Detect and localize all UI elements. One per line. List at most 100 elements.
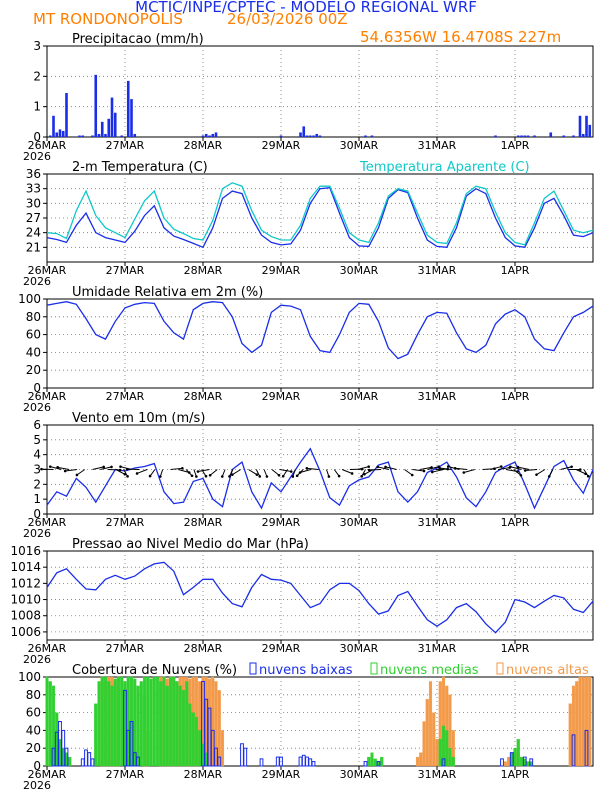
cloud-bar-nuvens-medias — [519, 756, 524, 767]
cloud-bar-nuvens-medias — [159, 681, 163, 767]
cloud-bar-nuvens-altas — [581, 676, 585, 767]
wind-arrow-head — [190, 474, 194, 478]
rh-line-0 — [46, 301, 594, 360]
cloud-bar-nuvens-baixas — [80, 758, 85, 767]
cloud-bar-nuvens-baixas — [529, 758, 534, 767]
wind-year-label: 2026 — [23, 527, 51, 540]
cloud-bar-nuvens-medias — [113, 678, 117, 767]
precip-xtick-label: 30MAR — [340, 139, 379, 152]
clouds-year-label: 2026 — [23, 779, 51, 792]
precip-xtick-label: 26MAR — [28, 139, 67, 152]
precip-bar — [533, 135, 536, 137]
wind-arrow-head — [327, 475, 331, 478]
wind-xtick-label: 29MAR — [262, 516, 301, 529]
wind-arrow-head — [56, 466, 59, 469]
wind-arrow-head — [337, 474, 341, 478]
wind-arrow — [279, 469, 292, 473]
cloud-bar-nuvens-baixas — [500, 758, 504, 767]
wind-arrow-head — [410, 473, 414, 477]
slp-xtick-label: 30MAR — [340, 642, 379, 655]
precip-ytick-label: 2 — [33, 69, 41, 83]
cloud-bar-nuvens-altas — [419, 752, 423, 767]
temp-ytick-label: 24 — [26, 226, 41, 240]
rh-ytick-label: 40 — [26, 345, 41, 359]
wind-ytick-label: 5 — [33, 433, 41, 447]
precip-ytick-label: 0 — [33, 130, 41, 144]
wind-arrow — [510, 466, 522, 470]
cloud-bar-nuvens-medias — [142, 676, 147, 767]
precip-bar — [120, 135, 124, 137]
rh-xtick-label: 30MAR — [340, 390, 379, 403]
clouds-ytick-label: 80 — [26, 688, 41, 702]
wind-arrow — [306, 467, 319, 470]
precip-bar — [208, 135, 211, 137]
cloud-bar-nuvens-baixas — [129, 721, 134, 767]
cloud-bar-nuvens-altas — [578, 676, 582, 767]
slp-year-label: 2026 — [23, 653, 51, 666]
wind-arrow-head — [220, 475, 224, 478]
cloud-bar-nuvens-medias — [45, 676, 49, 767]
wind-arrow-head — [295, 474, 299, 478]
wind-arrow-head — [63, 469, 67, 473]
rh-title: Umidade Relativa em 2m (%) — [72, 285, 263, 300]
rh-xtick-label: 29MAR — [262, 390, 301, 403]
temp-xtick-label: 27MAR — [106, 264, 145, 277]
clouds-ytick-label: 100 — [18, 670, 41, 684]
run-date: 26/03/2026 00Z — [227, 10, 348, 28]
precip-bar — [48, 135, 52, 137]
cloud-bar-nuvens-medias — [139, 681, 143, 767]
precip-bar — [201, 135, 205, 137]
station-name: MT RONDONOPOLIS — [33, 10, 183, 28]
wind-arrow — [185, 469, 193, 477]
cloud-bar-nuvens-altas — [588, 676, 592, 767]
temp-ytick-label: 27 — [26, 211, 41, 225]
wind-arrow-head — [438, 466, 441, 470]
rh-xtick-label: 28MAR — [184, 390, 223, 403]
wind-arrow-head — [195, 475, 198, 478]
wind-xtick-label: 30MAR — [340, 516, 379, 529]
wind-arrow-head — [523, 469, 527, 472]
precip-bar — [572, 135, 575, 137]
wind-arrow-head — [578, 468, 582, 471]
wind-arrow — [299, 469, 312, 474]
wind-arrow — [282, 469, 288, 477]
rh-xtick-label: 26MAR — [28, 390, 67, 403]
wind-arrow — [92, 466, 104, 470]
cloud-bar-nuvens-medias — [149, 678, 153, 767]
precip-bar — [65, 93, 68, 137]
wind-arrow — [377, 466, 390, 470]
cloud-bar-nuvens-altas — [432, 712, 436, 767]
cloud-bar-nuvens-baixas — [240, 743, 244, 767]
precip-ytick-label: 3 — [33, 39, 41, 53]
wind-arrow-head — [102, 465, 106, 469]
wind-arrow — [361, 469, 366, 477]
wind-arrow — [50, 466, 62, 470]
wind-arrow-head — [446, 465, 450, 468]
precip-title: Precipitacao (mm/h) — [72, 32, 204, 47]
precip-bar — [299, 132, 302, 137]
wind-arrow — [178, 469, 190, 474]
wind-arrow-head — [570, 465, 573, 469]
precip-xtick-label: 31MAR — [418, 139, 457, 152]
clouds-panel: 0 20 40 60 80 100 26MAR 27MAR 28MAR 29MAR 30MAR 31M… — [18, 662, 594, 792]
cloud-bar-nuvens-baixas — [509, 752, 514, 767]
wind-ytick-label: 6 — [33, 418, 41, 432]
wind-arrow-head — [509, 465, 512, 469]
slp-xtick-label: 1APR — [501, 642, 530, 655]
wind-arrow-head — [148, 474, 152, 478]
precip-bar — [52, 115, 55, 137]
cloud-bar-nuvens-medias — [367, 756, 371, 767]
precip-bar — [581, 133, 585, 137]
precip-bar — [133, 133, 137, 137]
precip-bar — [279, 135, 283, 137]
cloud-bar-nuvens-baixas — [243, 747, 248, 767]
wind-arrow — [412, 469, 425, 472]
cloud-bar-nuvens-medias — [100, 676, 104, 767]
rh-xtick-label: 27MAR — [106, 390, 145, 403]
precip-bar — [318, 135, 322, 137]
cloud-bar-nuvens-medias — [103, 676, 108, 767]
rh-ytick-label: 100 — [18, 292, 41, 306]
cloud-bar-nuvens-medias — [116, 676, 121, 767]
cloud-bar-nuvens-medias — [198, 730, 202, 767]
wind-arrow — [513, 469, 522, 476]
